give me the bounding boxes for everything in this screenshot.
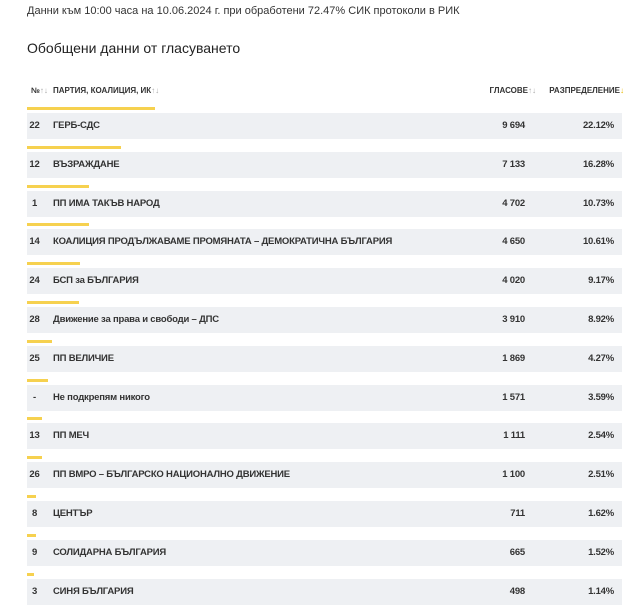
party-number: 9 [31, 546, 38, 558]
share-bar [27, 301, 79, 304]
col-header-text: ПАРТИЯ, КОАЛИЦИЯ, ИК [53, 86, 152, 95]
sort-icon: ↑↓ [528, 86, 536, 95]
row [27, 190, 622, 217]
row [27, 151, 622, 178]
row [27, 501, 622, 527]
votes: 498 [509, 585, 525, 597]
party-number: 26 [29, 469, 40, 481]
status-note: Данни към 10:00 часа на 10.06.2024 г. пр… [27, 5, 460, 17]
votes: 1 869 [502, 352, 525, 364]
sort-icon: ↓ [620, 86, 624, 95]
party-number: 25 [29, 352, 40, 364]
party-name: ПП ИМА ТАКЪВ НАРОД [53, 197, 160, 209]
share-label: 1.52% [588, 546, 614, 558]
party-number: 24 [29, 275, 40, 287]
party-number: - [33, 391, 36, 403]
votes: 1 571 [502, 391, 525, 403]
row [27, 345, 622, 372]
party-number: 8 [31, 508, 38, 519]
section-title: Обобщени данни от гласуването [27, 40, 241, 56]
col-header[interactable]: ГЛАСОВЕ↑↓ [490, 86, 536, 95]
share-label: 8.92% [588, 314, 614, 325]
party-name: Не подкрепям никого [53, 391, 150, 403]
party-number: 1 [31, 197, 38, 209]
party-name: ЦЕНТЪР [53, 508, 93, 519]
votes: 4 020 [502, 275, 525, 287]
share-label: 16.28% [582, 158, 614, 170]
share-label: 22.12% [582, 120, 614, 131]
votes: 4 650 [502, 236, 525, 248]
share-bar [27, 145, 122, 149]
party-name: ПП ВЕЛИЧИЕ [53, 352, 114, 364]
share-bar [27, 262, 81, 266]
party-name: ВЪЗРАЖДАНЕ [53, 158, 120, 170]
party-name: ПП МЕЧ [53, 430, 90, 442]
party-name: ПП ВМРО – БЪЛГАРСКО НАЦИОНАЛНО ДВИЖЕНИЕ [53, 469, 290, 481]
row [27, 384, 622, 411]
votes: 1 111 [503, 430, 525, 442]
share-label: 9.17% [588, 275, 614, 287]
row [27, 307, 622, 333]
col-header-text: РАЗПРЕДЕЛЕНИЕ [549, 86, 620, 95]
share-label: 3.59% [588, 391, 614, 403]
share-label: 1.14% [588, 585, 614, 597]
share-bar [27, 495, 37, 498]
party-number: 22 [29, 120, 40, 131]
party-name: СОЛИДАРНА БЪЛГАРИЯ [53, 546, 167, 558]
share-bar [27, 378, 48, 382]
share-label: 4.27% [588, 352, 614, 364]
share-bar [27, 417, 42, 421]
share-bar [27, 107, 156, 110]
col-header[interactable]: ПАРТИЯ, КОАЛИЦИЯ, ИК↑↓ [53, 86, 159, 95]
votes: 9 694 [502, 120, 525, 131]
party-number: 12 [29, 158, 40, 170]
share-label: 10.73% [582, 197, 614, 209]
party-name: КОАЛИЦИЯ ПРОДЪЛЖАВАМЕ ПРОМЯНАТА – ДЕМОКР… [53, 236, 393, 248]
share-label: 10.61% [582, 236, 614, 248]
row [27, 578, 622, 605]
votes: 4 702 [502, 197, 525, 209]
votes: 665 [509, 546, 525, 558]
row [27, 539, 622, 566]
row [27, 423, 622, 450]
party-number: 3 [31, 585, 38, 597]
share-label: 1.62% [588, 508, 614, 519]
share-bar [27, 184, 90, 188]
col-header-text: ГЛАСОВЕ [489, 86, 528, 95]
party-number: 13 [29, 430, 40, 442]
share-bar [27, 223, 89, 227]
party-number: 28 [29, 314, 40, 325]
sort-icon: ↑↓ [39, 86, 48, 95]
party-name: СИНЯ БЪЛГАРИЯ [53, 585, 134, 597]
col-header[interactable]: №↑↓ [31, 86, 48, 95]
party-name: БСП за БЪЛГАРИЯ [53, 275, 139, 287]
party-number: 14 [29, 236, 40, 248]
votes: 3 910 [502, 314, 525, 325]
share-bar [27, 572, 34, 576]
party-name: ГЕРБ-СДС [53, 120, 100, 131]
party-name: Движение за права и свободи – ДПС [53, 314, 219, 325]
col-header-text: № [31, 86, 40, 95]
share-label: 2.54% [588, 430, 614, 442]
votes: 711 [510, 508, 525, 519]
share-bar [27, 339, 52, 343]
votes: 7 133 [502, 158, 525, 170]
share-bar [27, 456, 42, 460]
votes: 1 100 [502, 469, 525, 481]
col-header[interactable]: РАЗПРЕДЕЛЕНИЕ↓ [549, 86, 624, 95]
row [27, 462, 622, 489]
row [27, 113, 622, 139]
row [27, 229, 622, 256]
share-bar [27, 533, 36, 537]
share-label: 2.51% [588, 469, 614, 481]
row [27, 268, 622, 295]
sort-icon: ↑↓ [151, 86, 160, 95]
